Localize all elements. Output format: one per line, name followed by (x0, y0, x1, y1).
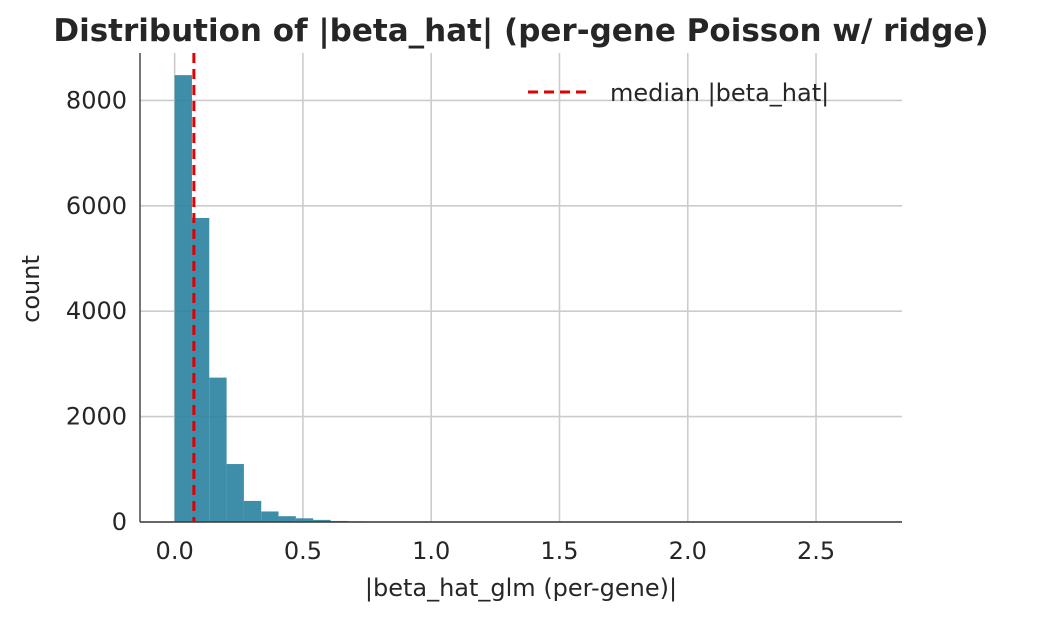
y-tick-label: 0 (112, 508, 127, 536)
histogram-bar (174, 75, 192, 523)
y-axis-label: count (17, 255, 45, 323)
legend-median-label: median |beta_hat| (610, 79, 829, 107)
histogram-bar (295, 518, 314, 522)
histogram-bars (174, 75, 868, 523)
legend: median |beta_hat| (528, 79, 829, 107)
histogram-bar (191, 217, 210, 523)
y-tick-label: 2000 (66, 403, 127, 431)
x-axis-label: |beta_hat_glm (per-gene)| (365, 574, 677, 602)
x-tick-label: 0.0 (156, 537, 194, 565)
axes (139, 53, 902, 523)
histogram-bar (261, 511, 279, 522)
y-tick-label: 6000 (66, 192, 127, 220)
x-tick-label: 2.0 (669, 537, 707, 565)
histogram-bar (226, 464, 244, 522)
histogram-bar (278, 516, 296, 522)
x-tick-label: 2.5 (797, 537, 835, 565)
histogram-bar (313, 519, 331, 522)
y-tick-label: 4000 (66, 297, 127, 325)
x-tick-label: 1.5 (540, 537, 578, 565)
grid-lines (140, 53, 902, 523)
chart-title: Distribution of |beta_hat| (per-gene Poi… (53, 13, 988, 49)
y-tick-label: 8000 (66, 86, 127, 114)
histogram-bar (209, 377, 227, 522)
x-tick-label: 1.0 (412, 537, 450, 565)
histogram-bar (243, 500, 262, 522)
x-tick-label: 0.5 (284, 537, 322, 565)
tick-labels: 0.0 0.5 1.0 1.5 2.0 2.5 0 2000 4000 6000 8000 (66, 86, 835, 565)
